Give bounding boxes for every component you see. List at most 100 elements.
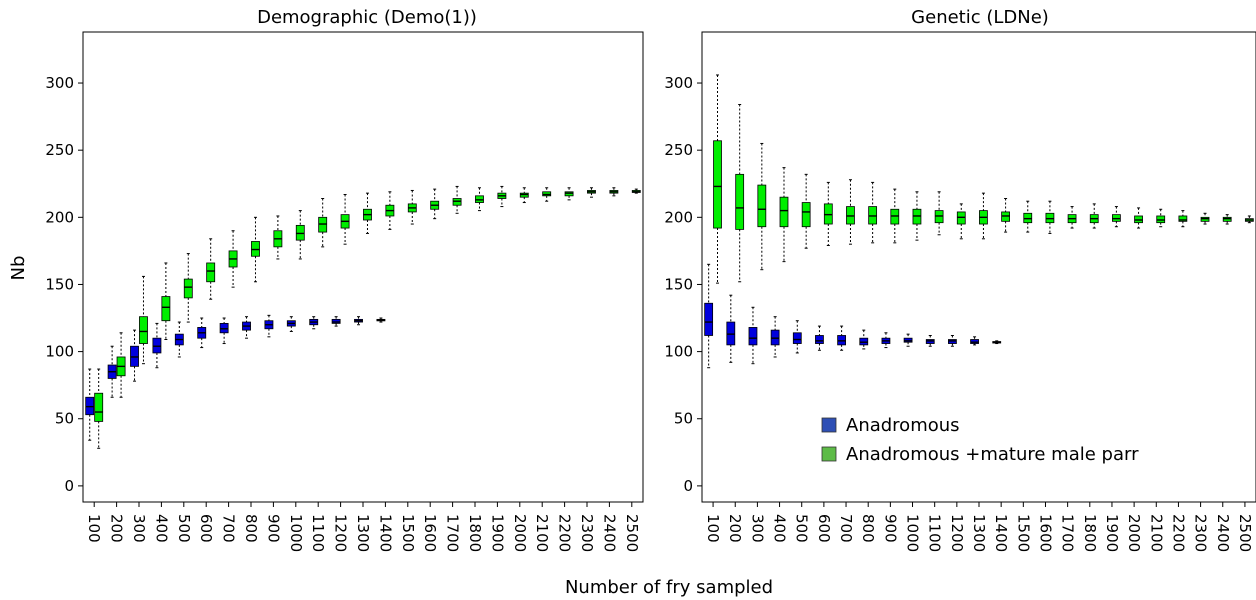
box-anadromous-parr — [823, 181, 833, 247]
x-tick-label: 600 — [197, 514, 215, 543]
x-tick-label: 2500 — [623, 514, 641, 552]
box-anadromous-parr — [475, 187, 484, 212]
x-tick-label: 500 — [175, 514, 193, 543]
box-anadromous — [837, 325, 846, 351]
box-anadromous-parr — [564, 187, 574, 201]
box-anadromous-parr — [631, 188, 641, 194]
box-anadromous — [242, 316, 251, 339]
x-tick-label: 1400 — [376, 514, 394, 552]
y-axis-label: Nb — [8, 256, 29, 281]
iqr-box — [757, 184, 767, 228]
box-anadromous — [992, 340, 1002, 345]
box-anadromous — [107, 345, 117, 398]
box-anadromous-parr — [340, 193, 350, 245]
iqr-box — [161, 296, 171, 322]
box-anadromous — [309, 316, 319, 330]
box-anadromous-parr — [251, 216, 260, 283]
box-anadromous — [726, 294, 736, 363]
x-axis-label: Number of fry sampled — [565, 577, 773, 598]
box-anadromous — [925, 334, 935, 347]
x-tick-label: 1100 — [926, 514, 944, 552]
x-tick-label: 1200 — [948, 514, 966, 552]
iqr-box — [1178, 215, 1188, 222]
box-anadromous — [881, 332, 891, 349]
box-anadromous-parr — [912, 191, 922, 241]
iqr-box — [748, 327, 758, 346]
x-tick-label: 1900 — [488, 514, 506, 552]
x-tick-label: 1300 — [354, 514, 372, 552]
box-anadromous — [948, 334, 957, 347]
y-tick-label: 150 — [45, 275, 74, 293]
iqr-box — [735, 173, 745, 230]
box-anadromous — [264, 314, 274, 338]
demographic-panel: Demographic (Demo(1)) 0 50 100 150 200 250 300… — [45, 7, 644, 552]
box-anadromous — [376, 317, 386, 323]
iqr-box — [94, 392, 104, 422]
box-anadromous — [197, 317, 207, 349]
box-anadromous-parr — [1089, 203, 1099, 229]
box-anadromous-parr — [206, 238, 216, 300]
box-anadromous-parr — [1023, 200, 1033, 233]
y-tick-label: 250 — [45, 141, 74, 159]
box-anadromous-parr — [1156, 208, 1166, 228]
box-anadromous — [903, 333, 913, 347]
box-anadromous-parr — [735, 104, 745, 283]
box-anadromous-parr — [1200, 212, 1210, 225]
iqr-box — [139, 316, 148, 344]
x-tick-label: 2300 — [1192, 514, 1210, 552]
box-anadromous-parr — [757, 142, 767, 271]
box-anadromous-parr — [407, 189, 417, 225]
x-tick-label: 800 — [242, 514, 260, 543]
y-tick-label: 150 — [664, 275, 693, 293]
iqr-box — [815, 335, 824, 344]
box-anadromous — [85, 368, 95, 441]
x-tick-label: 1800 — [1081, 514, 1099, 552]
x-tick-label: 1800 — [466, 514, 484, 552]
x-tick-label: 1100 — [309, 514, 327, 552]
plot-frame — [82, 31, 644, 503]
box-anadromous — [130, 329, 139, 382]
legend-label-anadromous-parr: Anadromous +mature male parr — [846, 444, 1139, 465]
box-anadromous-parr — [779, 167, 789, 263]
box-anadromous-parr — [801, 173, 811, 249]
box-anadromous-parr — [139, 275, 148, 365]
y-tick-label: 0 — [683, 477, 693, 495]
box-anadromous-parr — [318, 198, 328, 248]
x-tick-label: 1900 — [1103, 514, 1121, 552]
x-tick-label: 2000 — [511, 514, 529, 552]
x-tick-label: 2000 — [1125, 514, 1143, 552]
y-tick-label: 200 — [664, 208, 693, 226]
box-anadromous-parr — [587, 187, 596, 198]
box-anadromous-parr — [497, 185, 507, 208]
box-anadromous-parr — [868, 181, 878, 244]
box-anadromous — [152, 322, 162, 369]
box-anadromous-parr — [846, 179, 855, 245]
x-tick-label: 100 — [85, 514, 103, 543]
box-anadromous-parr — [1244, 215, 1254, 224]
x-tick-label: 700 — [220, 514, 238, 543]
iqr-box — [206, 262, 216, 283]
y-tick-label: 300 — [45, 74, 74, 92]
iqr-box — [183, 278, 193, 299]
box-anadromous-parr — [956, 203, 966, 240]
box-anadromous — [859, 329, 869, 350]
x-tick-label: 1400 — [992, 514, 1010, 552]
x-tick-label: 400 — [152, 514, 170, 543]
box-anadromous-parr — [430, 188, 440, 220]
x-tick-label: 1600 — [421, 514, 439, 552]
box-anadromous-parr — [183, 253, 193, 323]
x-tick-label: 1600 — [1036, 514, 1054, 552]
box-anadromous — [792, 320, 802, 354]
box-anadromous-parr — [161, 262, 171, 341]
box-anadromous-parr — [1178, 210, 1188, 228]
x-tick-label: 100 — [704, 514, 722, 543]
x-tick-label: 2100 — [1147, 514, 1165, 552]
x-tick-label: 600 — [815, 514, 833, 543]
iqr-box — [713, 140, 722, 229]
box-anadromous — [770, 316, 780, 358]
box-anadromous-parr — [979, 192, 988, 240]
y-tick-label: 100 — [45, 343, 74, 361]
x-tick-label: 1500 — [399, 514, 417, 552]
